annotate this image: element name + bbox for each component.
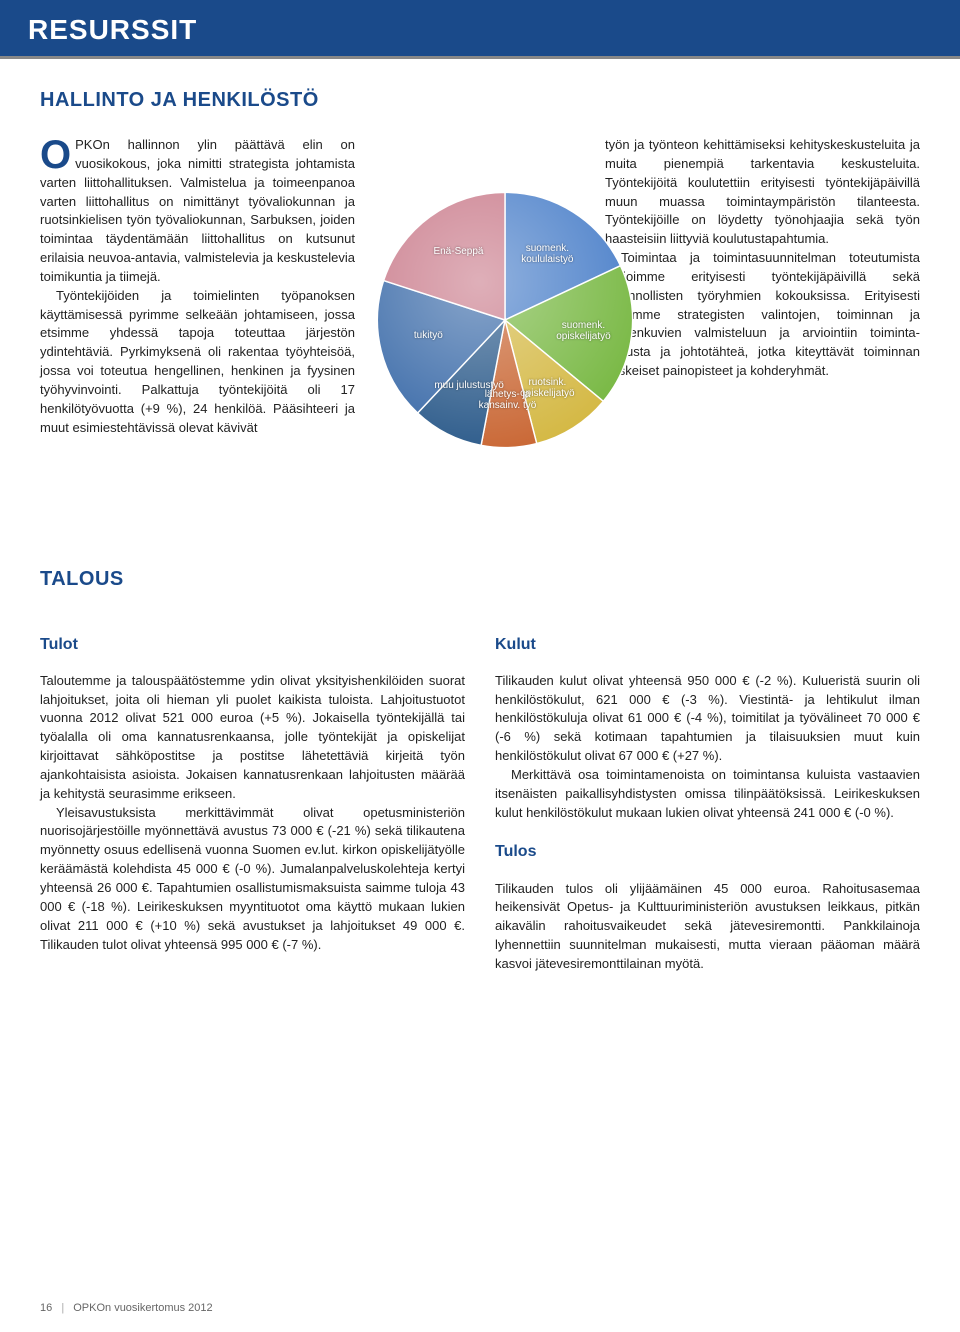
section2-heading: TALOUS	[40, 568, 920, 591]
kulut-p2: Merkittävä osa toimintamenoista on toimi…	[495, 766, 920, 823]
kulut-tulos-col: Kulut Tilikauden kulut olivat yhteensä 9…	[495, 615, 920, 974]
tulot-heading: Tulot	[40, 633, 465, 656]
section1-left-p2: Työntekijöiden ja toimielinten työpanoks…	[40, 287, 355, 438]
tulot-p2: Yleisavustuksista merkittävimmät olivat …	[40, 804, 465, 955]
header-title: RESURSSIT	[28, 14, 197, 45]
page-number: 16	[40, 1302, 52, 1314]
section1-left-p1: OPKOn hallinnon ylin päättävä elin on vu…	[40, 136, 355, 287]
section2: TALOUS Tulot Taloutemme ja talouspäätöst…	[0, 568, 960, 974]
section1-left-p1-text: PKOn hallinnon ylin päättävä elin on vuo…	[40, 137, 355, 284]
tulos-heading: Tulos	[495, 840, 920, 863]
page-footer: 16 | OPKOn vuosikertomus 2012	[40, 1302, 213, 1314]
kulut-p1: Tilikauden kulut olivat yhteensä 950 000…	[495, 672, 920, 766]
footer-title: OPKOn vuosikertomus 2012	[73, 1302, 212, 1314]
pie-chart: suomenk. koululaistyösuomenk. opiskelija…	[360, 175, 650, 465]
section1-right-p2: Toimintaa ja toimintasuunnitelman toteut…	[605, 249, 920, 381]
footer-sep: |	[61, 1302, 64, 1314]
section1-heading: HALLINTO JA HENKILÖSTÖ	[40, 89, 920, 112]
tulos-p1: Tilikauden tulos oli ylijäämäinen 45 000…	[495, 880, 920, 974]
kulut-heading: Kulut	[495, 633, 920, 656]
dropcap: O	[40, 136, 75, 172]
page-header: RESURSSIT	[0, 0, 960, 59]
pie-svg	[360, 175, 650, 465]
tulot-col: Tulot Taloutemme ja talouspäätöstemme yd…	[40, 615, 465, 974]
section2-columns: Tulot Taloutemme ja talouspäätöstemme yd…	[40, 615, 920, 974]
tulot-p1: Taloutemme ja talouspäätöstemme ydin oli…	[40, 672, 465, 804]
section1-right-p1: työn ja työnteon kehittämiseksi kehitysk…	[605, 136, 920, 249]
